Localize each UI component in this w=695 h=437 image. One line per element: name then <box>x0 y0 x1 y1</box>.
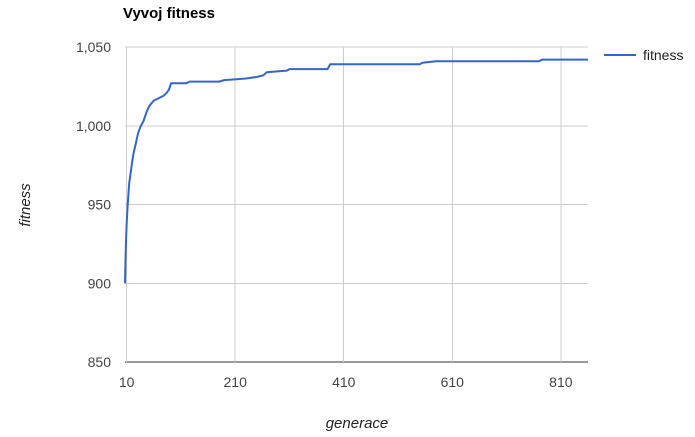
y-tick-label: 1,050 <box>76 39 111 55</box>
y-tick-label: 950 <box>88 197 112 213</box>
x-tick-label: 10 <box>119 374 135 390</box>
legend: fitness <box>604 47 683 63</box>
y-tick-label: 850 <box>88 354 112 370</box>
y-axis-label: fitness <box>17 183 34 227</box>
x-tick-label: 810 <box>549 374 573 390</box>
y-tick-label: 1,000 <box>76 118 111 134</box>
grid-lines <box>125 46 588 363</box>
chart-title: Vyvoj fitness <box>123 5 215 22</box>
x-axis-label: generace <box>326 415 389 432</box>
x-tick-labels: 10 210 410 610 810 <box>119 374 573 390</box>
series-layer <box>124 58 588 284</box>
y-tick-labels: 850 900 950 1,000 1,050 <box>76 39 111 370</box>
legend-label-fitness: fitness <box>643 47 683 63</box>
x-tick-label: 210 <box>224 374 248 390</box>
x-tick-label: 410 <box>332 374 356 390</box>
y-tick-label: 900 <box>88 275 112 291</box>
x-tick-label: 610 <box>441 374 465 390</box>
series-line-fitness <box>124 58 588 284</box>
